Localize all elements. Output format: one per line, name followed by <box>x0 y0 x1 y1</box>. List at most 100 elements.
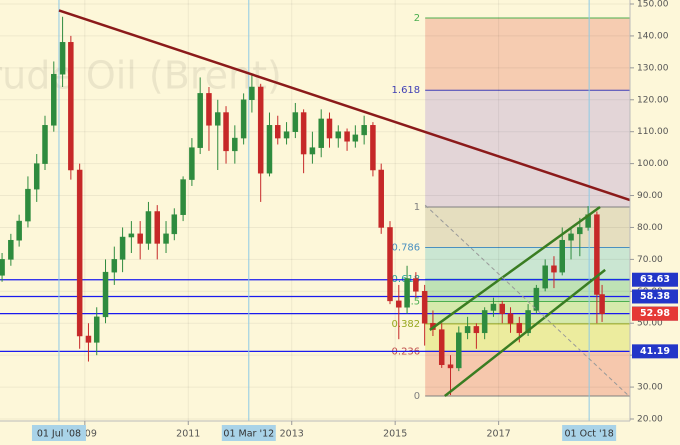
candle-body <box>464 326 471 334</box>
candle-body <box>76 169 83 337</box>
candle-body <box>551 265 557 273</box>
candle-body <box>16 220 22 241</box>
candle-body <box>197 93 203 148</box>
candle-body <box>507 313 514 324</box>
candle-body <box>33 163 40 190</box>
y-tick-label: 150.00 <box>637 0 669 10</box>
candle-body <box>326 118 333 139</box>
candle-body <box>473 326 480 334</box>
last-price-label: 52.98 <box>640 308 670 319</box>
axes: 20.0030.0040.0050.0060.0070.0080.0090.00… <box>31 0 678 441</box>
candle-body <box>232 137 238 152</box>
candle-body <box>68 42 74 171</box>
date-marker-box <box>221 425 276 441</box>
candle-body <box>447 364 454 369</box>
candle-body <box>344 131 350 142</box>
candle-body <box>206 93 212 126</box>
candle-body <box>8 239 14 260</box>
candle-body <box>275 125 281 139</box>
x-tick-label: 2017 <box>487 429 511 440</box>
trendline <box>444 268 606 397</box>
candle-body <box>283 131 290 139</box>
candle-body <box>370 125 376 171</box>
candle-body <box>51 73 57 126</box>
fib-label: 0.382 <box>392 319 421 330</box>
trendline <box>424 204 631 398</box>
watermark: Crude Oil (Brent) <box>0 54 282 98</box>
candle-body <box>542 265 548 289</box>
y-tick-label: 120.00 <box>637 95 669 105</box>
date-marker-box <box>31 425 86 441</box>
level-box <box>632 289 678 304</box>
y-tick-label: 80.00 <box>637 223 663 233</box>
candle-body <box>154 211 160 244</box>
grid <box>0 0 630 421</box>
candle-body <box>599 294 605 314</box>
candle-body <box>404 278 410 308</box>
y-axis-panel <box>630 0 680 445</box>
candle-body <box>361 125 367 136</box>
candle-body <box>352 134 359 142</box>
date-marker-label: 01 Jul '08 <box>37 429 81 440</box>
candle-body <box>309 147 316 155</box>
candle-body <box>223 112 229 152</box>
y-tick-label: 50.00 <box>637 319 663 329</box>
candle-body <box>215 112 221 126</box>
candle-body <box>111 259 118 273</box>
trendline <box>429 206 601 331</box>
candle-body <box>145 211 152 244</box>
x-tick-label: 2013 <box>280 429 304 440</box>
candle-body <box>577 227 583 235</box>
candle-body <box>171 214 178 235</box>
candle-body <box>189 147 195 180</box>
y-tick-label: 70.00 <box>637 255 663 265</box>
y-tick-label: 20.00 <box>637 415 663 425</box>
y-tick-label: 110.00 <box>637 127 669 137</box>
candle-body <box>249 86 255 101</box>
candle-body <box>421 291 428 324</box>
level-box <box>632 272 678 287</box>
candle-body <box>396 300 402 308</box>
fib-label: 1.618 <box>392 85 421 96</box>
fib-band <box>425 351 630 397</box>
fib-label: 0.5 <box>404 297 420 308</box>
candle-body <box>413 278 419 292</box>
candle-body <box>490 303 497 311</box>
candle-body <box>42 125 48 164</box>
y-tick-label: 100.00 <box>637 159 669 169</box>
candle-body <box>25 188 31 222</box>
x-tick-label: 2015 <box>383 429 407 440</box>
candle-body <box>119 236 126 260</box>
candles <box>0 16 605 396</box>
candle-body <box>240 99 247 139</box>
candle-body <box>102 271 109 318</box>
candle-body <box>568 233 574 241</box>
candle-body <box>163 233 169 244</box>
level-label: 63.63 <box>640 274 670 285</box>
fib-label: 0 <box>414 391 420 402</box>
date-marker-box <box>562 425 617 441</box>
y-tick-label: 30.00 <box>637 383 663 393</box>
candle-body <box>481 310 488 334</box>
candle-body <box>456 332 462 369</box>
trendline <box>58 9 631 202</box>
candle-body <box>292 112 299 132</box>
candle-body <box>266 125 273 174</box>
level-label: 41.19 <box>640 346 670 357</box>
candle-body <box>525 310 531 334</box>
level-label: 58.38 <box>640 291 670 302</box>
last-price-box <box>632 306 678 321</box>
candle-body <box>0 259 5 276</box>
candle-body <box>438 329 445 365</box>
candle-body <box>180 179 186 215</box>
candle-body <box>559 239 565 273</box>
candle-body <box>318 118 324 148</box>
date-marker-label: 01 Oct '18 <box>565 429 614 440</box>
level-box <box>632 344 678 359</box>
y-tick-label: 140.00 <box>637 31 669 41</box>
candle-body <box>137 233 143 244</box>
y-tick-label: 90.00 <box>637 191 663 201</box>
candle-body <box>499 303 505 314</box>
